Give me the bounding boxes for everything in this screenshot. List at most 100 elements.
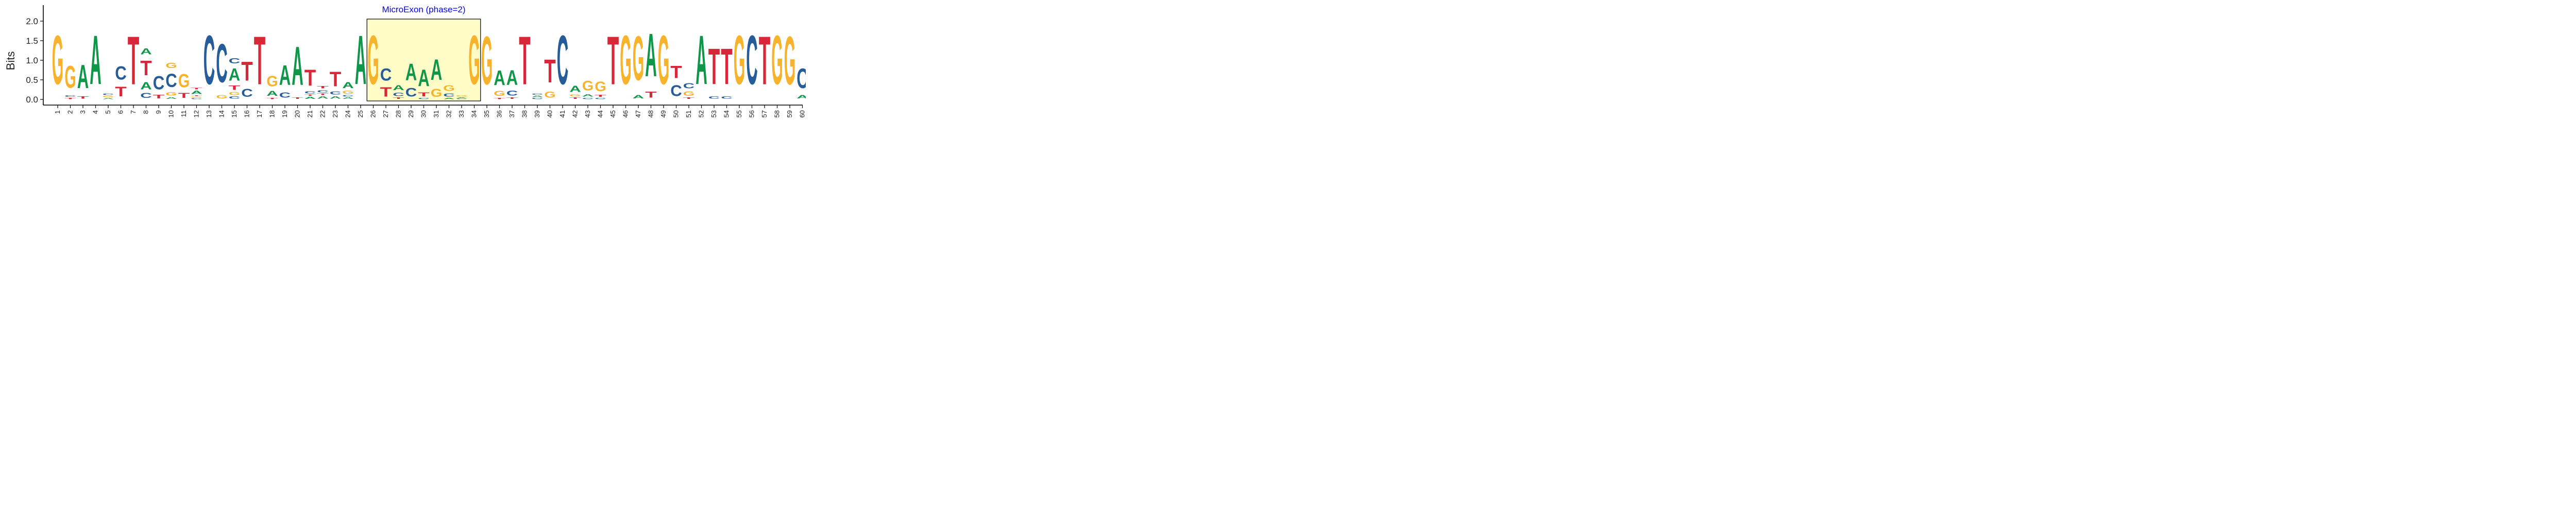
logo-letter-G-pos-32: G [443, 84, 454, 93]
logo-letter-G-pos-51: G [683, 90, 694, 97]
logo-letter-G-pos-15: G [229, 91, 241, 96]
logo-letter-T-pos-44: T [595, 94, 606, 97]
logo-letter-T-pos-48: T [645, 90, 657, 99]
logo-letter-T-pos-20: T [292, 97, 303, 99]
logo-letter-T-pos-21: T [304, 65, 316, 91]
logo-letter-T-pos-9: T [153, 94, 165, 99]
logo-letter-T-pos-16: T [241, 56, 253, 87]
x-tick-label: 34 [470, 110, 478, 117]
x-tick-label: 41 [558, 110, 566, 117]
logo-letter-G-pos-55: G [734, 21, 745, 99]
logo-letter-C-pos-12: C [191, 98, 202, 99]
logo-letter-G-pos-31: G [431, 87, 443, 99]
x-tick-label: 15 [230, 110, 238, 117]
logo-letter-A-pos-24: A [342, 97, 354, 99]
logo-letter-A-pos-60: A [796, 94, 806, 99]
x-tick-label: 59 [786, 110, 793, 117]
logo-letter-G-pos-49: G [658, 21, 669, 99]
x-tick-label: 57 [760, 110, 768, 117]
x-tick-label: 42 [571, 110, 579, 117]
x-tick-label: 22 [319, 110, 327, 117]
microexon-highlight-box [366, 19, 481, 101]
logo-letter-C-pos-27: C [380, 65, 392, 84]
logo-letter-C-pos-23: C [330, 91, 342, 95]
logo-letter-T-pos-42: T [569, 97, 581, 99]
logo-letter-G-pos-40: G [544, 90, 555, 100]
x-tick-label: 3 [79, 110, 87, 114]
x-tick-label: 54 [723, 110, 731, 117]
x-tick-label: 60 [799, 110, 806, 117]
logo-letter-A-pos-30: A [418, 65, 430, 92]
logo-letter-C-pos-2: C [64, 95, 76, 97]
logo-letter-G-pos-42: G [569, 94, 581, 97]
logo-letter-C-pos-50: C [670, 82, 682, 100]
x-tick-label: 9 [155, 110, 162, 114]
x-tick-label: 20 [294, 110, 301, 117]
logo-letter-C-pos-41: C [557, 21, 569, 99]
logo-letter-T-pos-50: T [670, 62, 682, 82]
x-tick-label: 31 [432, 110, 440, 117]
x-tick-label: 14 [218, 110, 226, 117]
logo-letter-G-pos-33: G [456, 95, 467, 97]
logo-letter-A-pos-48: A [645, 21, 656, 90]
x-tick-label: 48 [647, 110, 655, 117]
logo-letter-C-pos-14: C [216, 32, 227, 94]
logo-letter-C-pos-15: C [229, 57, 240, 65]
logo-letter-C-pos-39: C [532, 97, 544, 99]
x-tick-label: 56 [748, 110, 756, 117]
x-tick-label: 40 [546, 110, 554, 117]
logo-letter-A-pos-23: A [330, 95, 341, 99]
logo-letter-T-pos-27: T [380, 84, 392, 99]
logo-letter-G-pos-10: G [165, 61, 177, 70]
x-tick-label: 58 [773, 110, 781, 117]
logo-letter-G-pos-10: G [165, 91, 177, 97]
logo-letter-G-pos-12: G [191, 96, 202, 98]
x-tick-label: 29 [407, 110, 415, 117]
logo-letter-A-pos-8: A [140, 47, 152, 57]
logo-letter-C-pos-15: C [229, 96, 241, 99]
logo-letter-T-pos-12: T [191, 95, 202, 96]
logo-letter-A-pos-37: A [506, 65, 518, 89]
logo-letter-T-pos-51: T [683, 97, 694, 99]
logo-letter-A-pos-21: A [304, 96, 316, 99]
x-tick-label: 13 [205, 110, 213, 117]
x-tick-label: 35 [483, 110, 490, 117]
logo-letter-C-pos-43: C [582, 97, 594, 99]
x-tick-label: 43 [584, 110, 591, 117]
logo-letter-T-pos-54: T [721, 38, 733, 95]
logo-letter-A-pos-28: A [393, 84, 404, 92]
logo-letter-T-pos-53: T [708, 38, 720, 95]
logo-letter-A-pos-24: A [342, 81, 354, 90]
x-tick-label: 28 [395, 110, 402, 117]
logo-letter-T-pos-8: T [140, 57, 152, 80]
logo-letter-A-pos-39: A [532, 95, 544, 98]
logo-letter-T-pos-7: T [128, 22, 139, 99]
x-tick-label: 12 [193, 110, 200, 117]
logo-letter-G-pos-11: G [178, 71, 190, 92]
logo-letter-A-pos-22: A [317, 95, 328, 99]
logo-letter-C-pos-54: C [721, 95, 732, 99]
logo-letter-T-pos-37: T [506, 97, 518, 99]
logo-letter-G-pos-2: G [64, 60, 76, 95]
x-tick-label: 6 [117, 110, 125, 114]
logo-letter-C-pos-19: C [279, 91, 291, 99]
x-tick-label: 7 [129, 110, 137, 114]
logo-letter-C-pos-29: C [405, 85, 417, 99]
logo-letter-C-pos-6: C [115, 63, 127, 84]
logo-letter-G-pos-43: G [582, 78, 594, 93]
logo-letter-A-pos-12: A [191, 90, 202, 95]
logo-letter-A-pos-42: A [569, 84, 581, 94]
logo-letter-G-pos-44: G [595, 79, 606, 94]
x-tick-label: 25 [357, 110, 364, 117]
logo-letter-C-pos-22: C [317, 89, 328, 93]
logo-letter-G-pos-34: G [468, 21, 480, 99]
logo-letter-T-pos-40: T [544, 53, 555, 90]
y-tick-label: 1.5 [26, 36, 38, 46]
logo-letter-T-pos-12: T [191, 87, 202, 90]
x-tick-label: 26 [369, 110, 377, 117]
logo-letter-G-pos-1: G [52, 21, 63, 99]
x-tick-label: 39 [533, 110, 541, 117]
logo-letter-T-pos-38: T [519, 22, 530, 99]
logo-letter-A-pos-15: A [229, 65, 240, 84]
x-tick-label: 17 [256, 110, 263, 117]
